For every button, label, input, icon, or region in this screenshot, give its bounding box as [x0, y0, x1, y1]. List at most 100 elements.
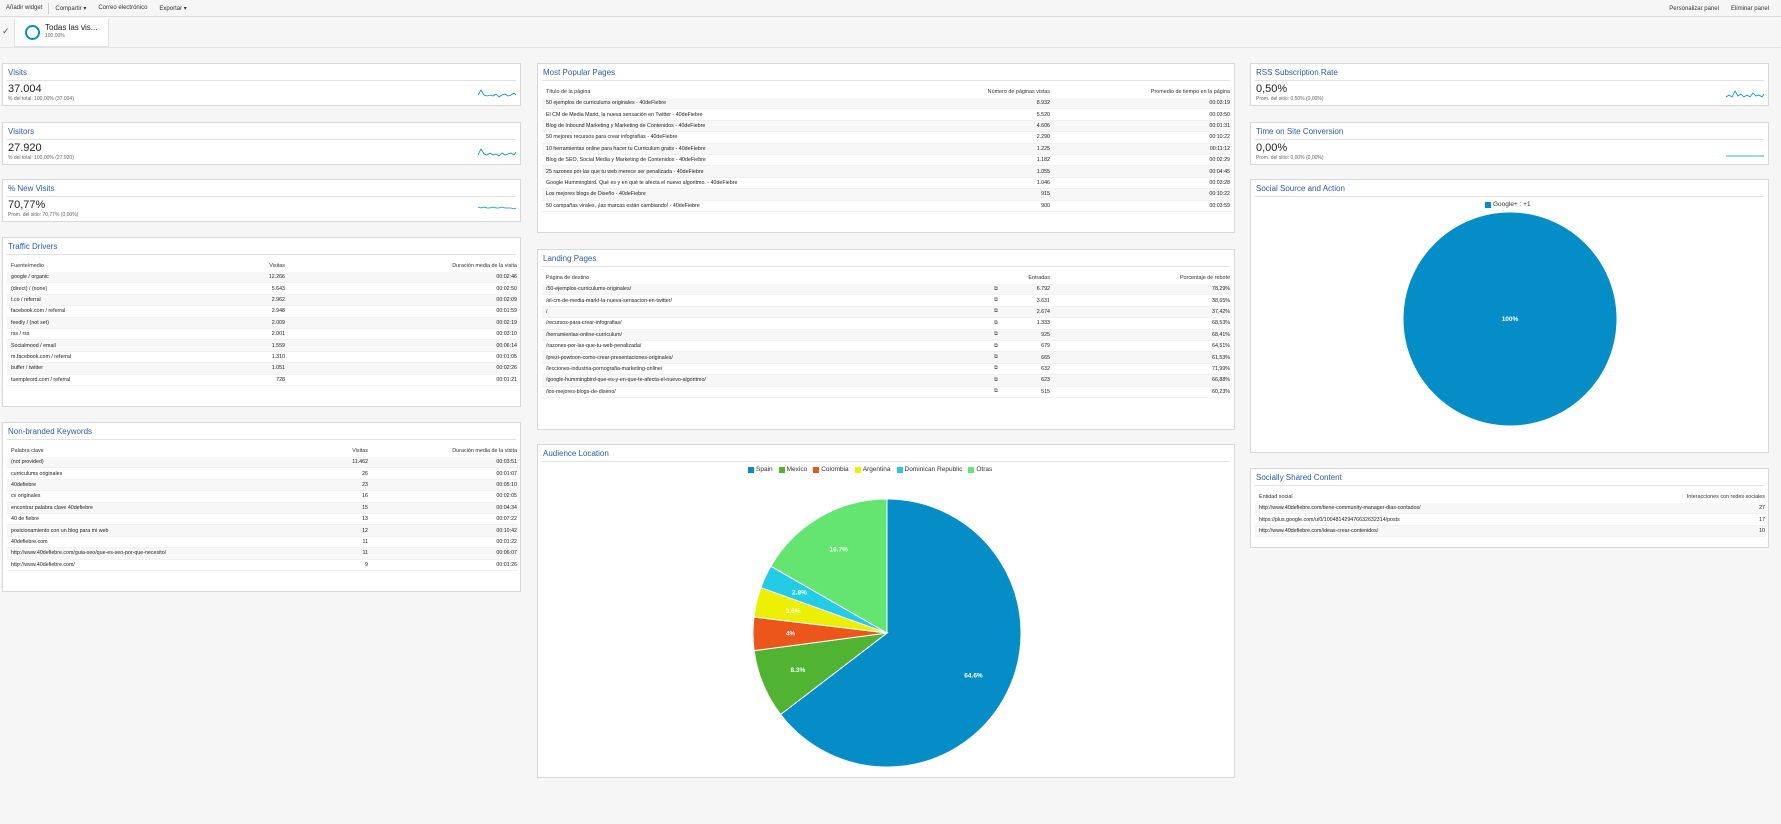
share-button[interactable]: Compartir ▾ — [49, 5, 92, 12]
table-row[interactable]: posicionamiento con un blog para mi web 1… — [7, 525, 518, 537]
legend-item[interactable]: Mexico — [778, 466, 807, 473]
table-row[interactable]: El CM de Media Markt, la nueva sensación… — [542, 109, 1232, 121]
table-row[interactable]: 50 campañas virales, ¡las marcas están c… — [542, 201, 1232, 212]
cell-source[interactable]: t.co / referral — [11, 296, 41, 303]
legend-item[interactable]: Google+ : +1 — [1485, 201, 1531, 208]
column-header[interactable]: Porcentaje de rebote — [1179, 275, 1230, 281]
cell-source[interactable]: m.facebook.com / referral — [11, 353, 72, 360]
table-row[interactable]: buffer / twitter 1.051 00:02:26 — [7, 363, 518, 375]
cell-page-title[interactable]: 50 mejores recursos para crear infografí… — [546, 134, 678, 141]
cell-source[interactable]: google / organic — [11, 274, 49, 281]
column-header[interactable]: Entidad social — [1259, 494, 1293, 500]
cell-landing-page[interactable]: /razones-por-las-que-tu-web-penalizada/ — [546, 343, 642, 350]
cell-keyword[interactable]: http://www.40defiebre.com/ — [11, 561, 75, 568]
cell-page-title[interactable]: 50 campañas virales, ¡las marcas están c… — [546, 202, 700, 209]
column-header[interactable]: Fuente/medio — [11, 263, 44, 269]
widget-title[interactable]: RSS Subscription Rate — [1256, 68, 1338, 77]
pie-slice-spain[interactable] — [779, 498, 1022, 768]
cell-landing-page[interactable]: /google-hummingbird-que-es-y-en-que-te-a… — [546, 377, 706, 384]
cell-landing-page[interactable]: /prezi-powtoon-como-crear-presentaciones… — [546, 354, 673, 361]
column-header[interactable]: Título de la página — [546, 89, 591, 95]
table-row[interactable]: 50 mejores recursos para crear infografí… — [542, 132, 1232, 144]
cell-source[interactable]: facebook.com / referral — [11, 308, 66, 315]
widget-title[interactable]: Socially Shared Content — [1256, 473, 1342, 482]
table-row[interactable]: 25 razones por las que tu web merece ser… — [542, 166, 1232, 178]
legend-item[interactable]: Dominican Republic — [896, 466, 962, 473]
widget-title[interactable]: Non-branded Keywords — [8, 427, 93, 436]
widget-title[interactable]: Most Popular Pages — [543, 68, 616, 77]
cell-source[interactable]: tuempleord.com / referral — [11, 376, 71, 383]
table-row[interactable]: tuempleord.com / referral 728 00:01:21 — [7, 375, 518, 386]
cell-landing-page[interactable]: /el-cm-de-media-markt-la-nueva-sensacion… — [546, 297, 672, 304]
cell-keyword[interactable]: 40 de fiebre — [11, 516, 39, 523]
table-row[interactable]: /prezi-powtoon-como-crear-presentaciones… — [542, 352, 1232, 364]
table-row[interactable]: google / organic 12.266 00:02:46 — [7, 272, 518, 284]
table-row[interactable]: http://www.40defiebre.com/ideas-crear-co… — [1255, 525, 1766, 538]
cell-source[interactable]: feedly / (not set) — [11, 319, 49, 326]
table-row[interactable]: 40 de fiebre 13 00:07:22 — [7, 514, 518, 526]
table-row[interactable]: /50-ejemplos-curriculums-originales/6.79… — [542, 284, 1232, 296]
column-header[interactable]: Promedio de tiempo en la página — [1150, 89, 1230, 95]
cell-social-entity[interactable]: https://plus.google.com/u/0/100481429476… — [1259, 516, 1400, 523]
table-row[interactable]: curriculums originales 26 00:01:07 — [7, 468, 518, 480]
cell-landing-page[interactable]: / — [546, 308, 548, 315]
cell-social-entity[interactable]: http://www.40defiebre.com/ideas-crear-co… — [1259, 527, 1379, 534]
table-row[interactable]: Blog de SEO, Social Media y Marketing de… — [542, 155, 1232, 167]
cell-keyword[interactable]: 40defiebre — [11, 481, 37, 488]
table-row[interactable]: /google-hummingbird-que-es-y-en-que-te-a… — [542, 375, 1232, 387]
table-row[interactable]: 40defiebre 23 00:05:10 — [7, 479, 518, 492]
table-row[interactable]: http://www.40defiebre.com/guia-seo/que-e… — [7, 548, 518, 560]
external-link-icon[interactable]: ⧉ — [994, 285, 998, 292]
cell-keyword[interactable]: 40defiebre.com — [11, 538, 48, 545]
widget-title[interactable]: Visits — [8, 68, 27, 77]
column-header[interactable]: Palabra clave — [11, 448, 44, 454]
cell-page-title[interactable]: Los mejores blogs de Diseño - 40deFiebre — [546, 191, 646, 198]
email-button[interactable]: Correo electrónico — [98, 5, 148, 11]
cell-social-entity[interactable]: http://www.40defiebre.com/tiene-communit… — [1259, 505, 1421, 512]
table-row[interactable]: /herramientas-online-curriculum/925 68,41… — [542, 329, 1232, 341]
table-row[interactable]: /lecciones-industria-pornografia-marketi… — [542, 364, 1232, 376]
cell-keyword[interactable]: (not provided) — [11, 459, 44, 466]
column-header[interactable]: Entradas — [1028, 275, 1050, 281]
external-link-icon[interactable]: ⧉ — [994, 319, 998, 326]
cell-keyword[interactable]: curriculums originales — [11, 470, 63, 477]
table-row[interactable]: / 2.674 37,42% ⧉ — [542, 306, 1232, 319]
table-row[interactable]: Socialmood / email 1.559 00:06:14 — [7, 340, 518, 352]
customize-dashboard-button[interactable]: Personalizar panel — [1669, 5, 1719, 12]
external-link-icon[interactable]: ⧉ — [994, 342, 998, 349]
cell-page-title[interactable]: Blog de SEO, Social Media y Marketing de… — [546, 157, 706, 164]
table-row[interactable]: 10 herramientas online para hacer tu Cur… — [542, 143, 1232, 155]
legend-item[interactable]: Colombia — [813, 466, 849, 473]
cell-source[interactable]: rss / rss — [11, 331, 30, 338]
table-row[interactable]: /razones-por-las-que-tu-web-penalizada/6… — [542, 341, 1232, 353]
external-link-icon[interactable]: ⧉ — [994, 354, 998, 361]
cell-landing-page[interactable]: /los-mejores-blogs-de-diseno/ — [546, 388, 616, 395]
cell-page-title[interactable]: 10 herramientas online para hacer tu Cur… — [546, 145, 706, 152]
column-header[interactable]: Interacciones con redes sociales — [1686, 494, 1765, 500]
table-row[interactable]: m.facebook.com / referral 1.310 00:01:05 — [7, 352, 518, 364]
table-row[interactable]: encontrar palabra clave 40defiebre 15 00:0… — [7, 502, 518, 514]
cell-source[interactable]: buffer / twitter — [11, 365, 43, 372]
cell-keyword[interactable]: http://www.40defiebre.com/guia-seo/que-e… — [11, 550, 167, 557]
checkmark-icon[interactable]: ✓ — [2, 26, 10, 36]
widget-title[interactable]: Landing Pages — [543, 254, 597, 263]
external-link-icon[interactable]: ⧉ — [994, 297, 998, 304]
legend-item[interactable]: Argentina — [854, 466, 891, 473]
cell-keyword[interactable]: encontrar palabra clave 40defiebre — [11, 504, 93, 511]
column-header[interactable]: Duración media de la visita — [452, 448, 517, 454]
cell-source[interactable]: (direct) / (none) — [11, 285, 48, 292]
table-row[interactable]: http://www.40defiebre.com/9 00:01:26 — [7, 560, 518, 571]
column-header[interactable]: Duración media de la visita — [452, 263, 517, 269]
table-row[interactable]: feedly / (not set) 2.009 00:02:19 — [7, 317, 518, 329]
column-header[interactable]: Número de páginas vistas — [987, 89, 1050, 95]
table-row[interactable]: /recursos-para-crear-infografias/1.333 68… — [542, 318, 1232, 330]
table-row[interactable]: facebook.com / referral 2.948 00:01:59 — [7, 306, 518, 318]
table-row[interactable]: Los mejores blogs de Diseño - 40deFiebre… — [542, 189, 1232, 201]
pie-slice-otras[interactable] — [770, 498, 888, 634]
widget-title[interactable]: Traffic Drivers — [8, 242, 58, 251]
table-row[interactable]: https://plus.google.com/u/0/100481429476… — [1255, 514, 1766, 526]
table-row[interactable]: (not provided) 11.462 00:03:51 — [7, 457, 518, 469]
external-link-icon[interactable]: ⧉ — [994, 388, 998, 395]
cell-page-title[interactable]: Google Hummingbird. Qué es y en qué te a… — [546, 179, 738, 186]
table-row[interactable]: cv originales 16 00:02:05 — [7, 491, 518, 503]
